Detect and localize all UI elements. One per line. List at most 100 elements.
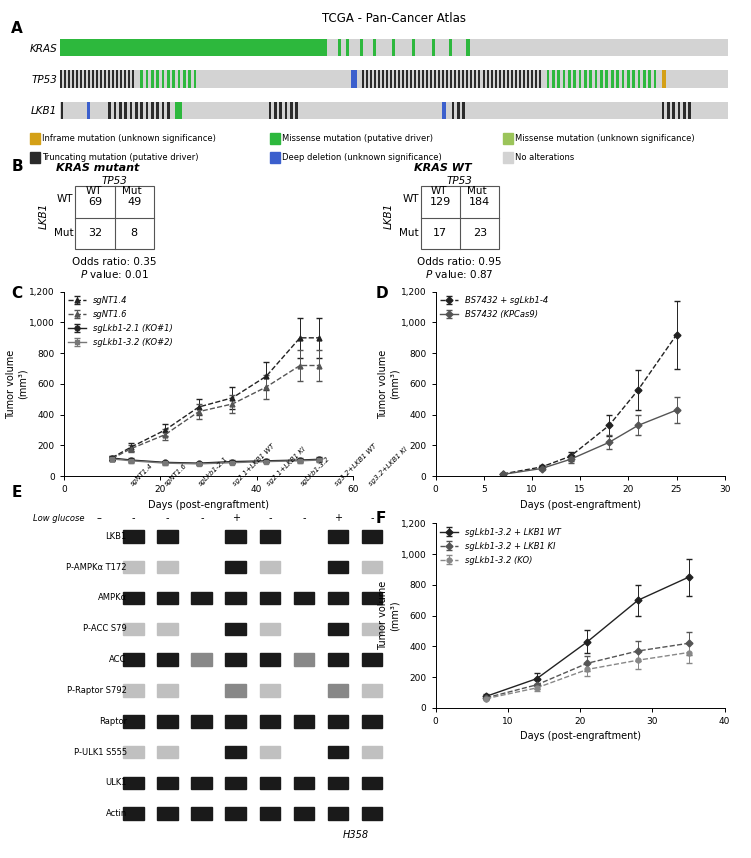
Text: E: E — [11, 485, 22, 499]
Text: AMPKα: AMPKα — [98, 594, 127, 602]
Text: 129: 129 — [430, 196, 451, 207]
FancyBboxPatch shape — [225, 776, 246, 789]
Bar — [175, 102, 182, 119]
Bar — [374, 70, 376, 88]
FancyBboxPatch shape — [225, 653, 246, 666]
Bar — [80, 70, 82, 88]
FancyBboxPatch shape — [260, 746, 280, 758]
FancyBboxPatch shape — [225, 684, 246, 697]
Text: 32: 32 — [88, 228, 102, 239]
Text: Inframe mutation (unknown significance): Inframe mutation (unknown significance) — [42, 134, 216, 142]
Bar — [366, 70, 368, 88]
Text: WT: WT — [57, 194, 74, 204]
Bar — [87, 102, 90, 119]
Text: sg3.2+LKB1 WT: sg3.2+LKB1 WT — [333, 443, 378, 486]
Bar — [466, 39, 470, 57]
Bar — [442, 102, 446, 119]
FancyBboxPatch shape — [327, 623, 348, 635]
FancyBboxPatch shape — [123, 623, 144, 635]
Text: Truncating mutation (putative driver): Truncating mutation (putative driver) — [42, 153, 198, 161]
FancyBboxPatch shape — [192, 807, 212, 820]
Bar — [140, 102, 143, 119]
Bar — [382, 70, 385, 88]
FancyBboxPatch shape — [327, 592, 348, 604]
Bar — [112, 70, 114, 88]
Text: 184: 184 — [469, 196, 490, 207]
Bar — [84, 70, 86, 88]
Bar — [427, 70, 428, 88]
FancyBboxPatch shape — [294, 715, 315, 728]
FancyBboxPatch shape — [192, 715, 212, 728]
Bar — [487, 70, 488, 88]
Text: P-ULK1 S555: P-ULK1 S555 — [74, 747, 127, 757]
Bar — [360, 39, 363, 57]
Text: +: + — [334, 513, 342, 523]
FancyBboxPatch shape — [225, 807, 246, 820]
Bar — [156, 70, 159, 88]
Text: sgNT1.6: sgNT1.6 — [164, 462, 189, 486]
FancyBboxPatch shape — [327, 530, 348, 542]
Bar — [600, 70, 603, 88]
Bar — [672, 102, 675, 119]
Bar — [458, 70, 460, 88]
FancyBboxPatch shape — [225, 746, 246, 758]
Bar — [677, 102, 680, 119]
Text: D: D — [376, 286, 388, 300]
Text: Mut: Mut — [122, 186, 141, 196]
Bar — [547, 70, 549, 88]
Bar — [167, 70, 170, 88]
Text: A: A — [11, 21, 23, 36]
Bar — [689, 102, 691, 119]
Bar — [557, 70, 560, 88]
Bar — [119, 102, 122, 119]
Bar — [538, 70, 541, 88]
Bar — [410, 70, 412, 88]
Bar — [338, 39, 342, 57]
Bar — [412, 39, 415, 57]
Bar — [92, 70, 94, 88]
FancyBboxPatch shape — [192, 776, 212, 789]
Bar — [161, 70, 164, 88]
Bar — [194, 70, 197, 88]
Bar — [108, 70, 110, 88]
Bar — [482, 70, 484, 88]
Text: sgNT1.4: sgNT1.4 — [129, 462, 154, 486]
Bar — [627, 70, 629, 88]
FancyBboxPatch shape — [327, 561, 348, 573]
Bar — [279, 102, 282, 119]
Text: sg2.1+LKB1 WT: sg2.1+LKB1 WT — [231, 443, 276, 486]
Bar — [161, 102, 164, 119]
X-axis label: Days (post-engraftment): Days (post-engraftment) — [520, 731, 641, 741]
Text: -: - — [370, 513, 374, 523]
Bar — [432, 39, 435, 57]
Title: TCGA - Pan-Cancer Atlas: TCGA - Pan-Cancer Atlas — [322, 11, 466, 25]
FancyBboxPatch shape — [362, 592, 382, 604]
Bar — [135, 102, 137, 119]
FancyBboxPatch shape — [225, 592, 246, 604]
Text: P-AMPKα T172: P-AMPKα T172 — [66, 563, 127, 571]
FancyBboxPatch shape — [225, 530, 246, 542]
Text: Mut: Mut — [467, 186, 487, 196]
FancyBboxPatch shape — [294, 592, 315, 604]
Bar — [662, 102, 665, 119]
Text: KRAS mutant: KRAS mutant — [56, 163, 140, 173]
FancyBboxPatch shape — [260, 684, 280, 697]
Bar — [60, 70, 728, 88]
Bar — [100, 70, 102, 88]
Bar — [178, 70, 180, 88]
Bar — [457, 102, 460, 119]
Bar — [290, 102, 293, 119]
FancyBboxPatch shape — [158, 776, 178, 789]
X-axis label: Days (post-engraftment): Days (post-engraftment) — [520, 499, 641, 510]
FancyBboxPatch shape — [327, 653, 348, 666]
Text: Missense mutation (unknown significance): Missense mutation (unknown significance) — [515, 134, 695, 142]
FancyBboxPatch shape — [123, 684, 144, 697]
Bar — [449, 39, 452, 57]
Bar — [146, 102, 148, 119]
Text: $P$ value: 0.87: $P$ value: 0.87 — [425, 268, 494, 280]
Bar — [653, 70, 656, 88]
Bar — [391, 70, 392, 88]
Bar — [295, 102, 298, 119]
Bar — [189, 70, 191, 88]
Bar — [146, 70, 148, 88]
